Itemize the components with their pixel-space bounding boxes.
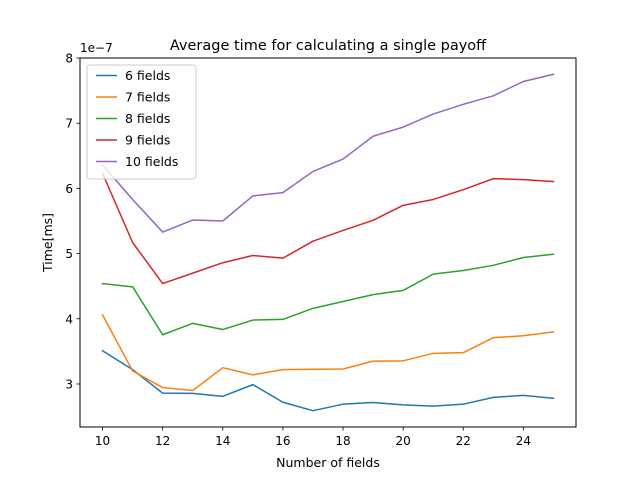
x-tick-label: 12 [155, 434, 170, 448]
series-line-5 [101, 73, 555, 233]
y-tick-label: 3 [65, 377, 73, 391]
legend: 6 fields 7 fields 8 fields 9 fields 10 field… [86, 64, 197, 180]
x-tick-label: 14 [215, 434, 230, 448]
legend-label-3: 8 fields [125, 111, 170, 126]
legend-label-5: 10 fields [125, 154, 178, 169]
y-tick-label: 7 [65, 117, 73, 131]
x-tick-label: 20 [396, 434, 411, 448]
legend-box [86, 64, 197, 180]
series-line-2 [101, 313, 555, 392]
series-line-3 [101, 253, 555, 336]
x-tick-label: 16 [275, 434, 290, 448]
legend-label-4: 9 fields [125, 133, 170, 148]
y-tick-label: 4 [65, 312, 73, 326]
x-tick-label: 24 [516, 434, 531, 448]
x-tick-label: 22 [456, 434, 471, 448]
legend-label-1: 6 fields [125, 68, 170, 83]
y-tick-label: 6 [65, 182, 73, 196]
axis-ticks: 10 12 14 16 18 20 22 24 3 4 5 6 7 8 [65, 52, 531, 449]
x-tick-label: 18 [335, 434, 350, 448]
y-tick-label: 8 [65, 52, 73, 66]
y-axis-label: Time[ms] [40, 213, 55, 273]
x-axis-label: Number of fields [276, 455, 380, 470]
x-tick-label: 10 [95, 434, 110, 448]
series-lines [101, 73, 555, 412]
y-offset-text: 1e−7 [80, 41, 113, 55]
series-line-1 [101, 349, 555, 412]
chart-title: Average time for calculating a single pa… [170, 38, 487, 54]
plot-frame [79, 57, 577, 428]
legend-label-2: 7 fields [125, 90, 170, 105]
series-line-4 [101, 172, 555, 285]
y-tick-label: 5 [65, 247, 73, 261]
